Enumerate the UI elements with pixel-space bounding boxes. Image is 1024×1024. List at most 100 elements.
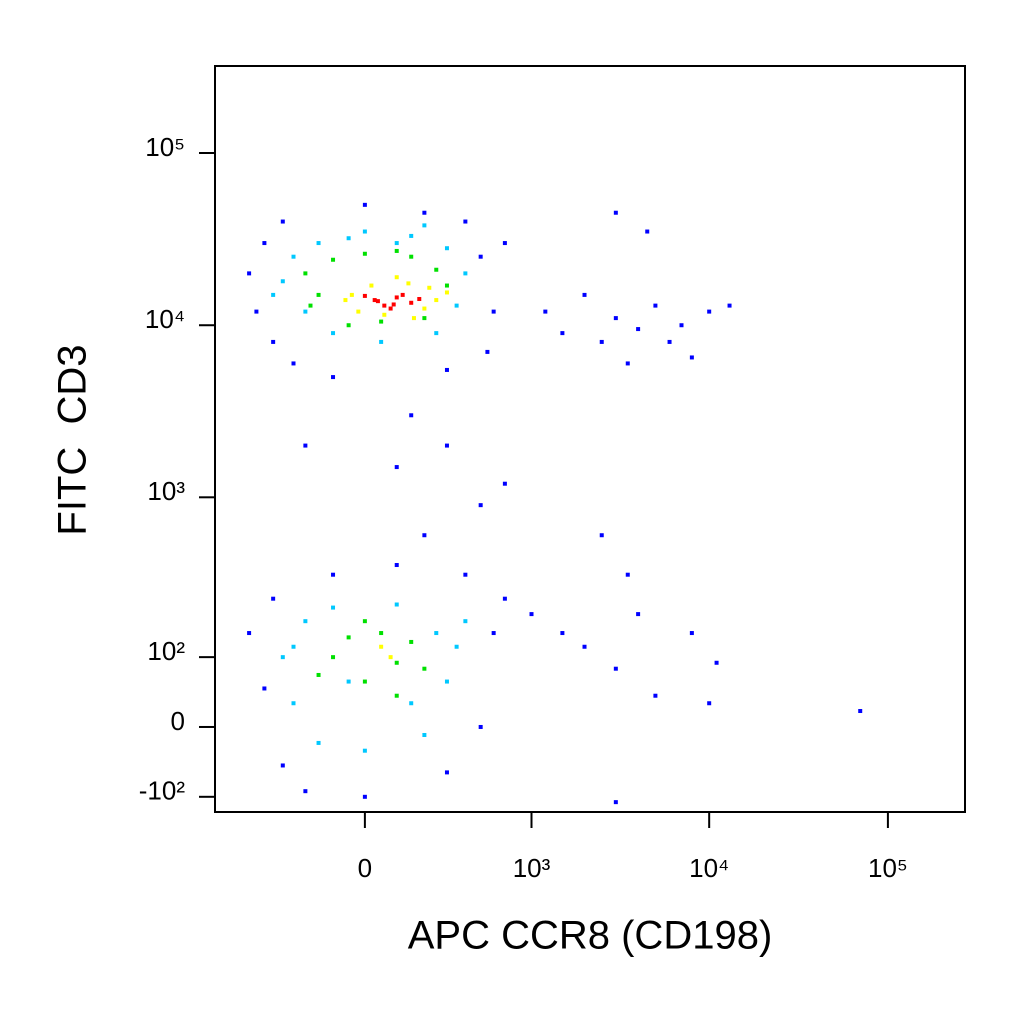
- event-dot: [463, 219, 468, 224]
- event-dot: [454, 303, 459, 308]
- event-dot: [343, 298, 348, 303]
- event-dot: [346, 236, 351, 241]
- event-dot: [422, 210, 427, 215]
- event-dot: [262, 241, 267, 246]
- event-dot: [316, 292, 321, 297]
- event-dot: [362, 794, 367, 799]
- event-dot: [454, 644, 459, 649]
- event-dot: [303, 309, 308, 314]
- event-dot: [362, 679, 367, 684]
- event-dot: [394, 275, 399, 280]
- event-dot: [280, 763, 285, 768]
- event-dot: [491, 309, 496, 314]
- event-dot: [303, 789, 308, 794]
- event-dot: [379, 339, 384, 344]
- event-dot: [346, 679, 351, 684]
- event-dot: [625, 572, 630, 577]
- y-tick-label: 10²: [147, 636, 185, 666]
- event-dot: [502, 596, 507, 601]
- event-dot: [422, 223, 427, 228]
- event-dot: [247, 631, 252, 636]
- event-dot: [582, 292, 587, 297]
- event-dot: [707, 701, 712, 706]
- event-dot: [645, 229, 650, 234]
- event-dot: [478, 503, 483, 508]
- x-tick-label: 10⁴: [689, 853, 729, 883]
- event-dot: [280, 219, 285, 224]
- event-dot: [280, 279, 285, 284]
- event-dot: [444, 367, 449, 372]
- event-dot: [625, 361, 630, 366]
- event-dot: [582, 644, 587, 649]
- event-dot: [379, 319, 384, 324]
- event-dot: [331, 257, 336, 262]
- event-dot: [858, 709, 863, 714]
- event-dot: [382, 312, 387, 317]
- event-dot: [379, 631, 384, 636]
- event-dot: [560, 331, 565, 336]
- event-dot: [346, 323, 351, 328]
- event-dot: [422, 316, 427, 321]
- event-dot: [613, 210, 618, 215]
- event-dot: [291, 254, 296, 259]
- event-dot: [422, 733, 427, 738]
- event-dot: [543, 309, 548, 314]
- event-dot: [444, 246, 449, 251]
- event-dot: [679, 323, 684, 328]
- event-dot: [689, 355, 694, 360]
- event-dot: [406, 281, 411, 286]
- event-dot: [331, 331, 336, 336]
- event-dot: [280, 655, 285, 660]
- event-dot: [382, 303, 387, 308]
- event-dot: [375, 299, 380, 304]
- event-dot: [463, 619, 468, 624]
- event-dot: [613, 666, 618, 671]
- event-dot: [409, 300, 414, 305]
- event-dot: [388, 655, 393, 660]
- event-dot: [394, 465, 399, 470]
- event-dot: [409, 639, 414, 644]
- event-dot: [362, 619, 367, 624]
- event-dot: [271, 339, 276, 344]
- event-dot: [409, 233, 414, 238]
- event-dot: [391, 302, 396, 307]
- event-dot: [291, 644, 296, 649]
- event-dot: [444, 443, 449, 448]
- event-dot: [636, 327, 641, 332]
- event-dot: [271, 292, 276, 297]
- event-dot: [291, 361, 296, 366]
- event-dot: [485, 349, 490, 354]
- event-dot: [362, 251, 367, 256]
- event-dot: [362, 229, 367, 234]
- x-tick-label: 10³: [513, 853, 551, 883]
- y-tick-label: 10⁵: [145, 132, 185, 162]
- event-dot: [394, 295, 399, 300]
- event-dot: [491, 631, 496, 636]
- x-tick-label: 0: [358, 853, 372, 883]
- event-dot: [303, 271, 308, 276]
- event-dot: [434, 331, 439, 336]
- event-dot: [422, 533, 427, 538]
- event-dot: [434, 298, 439, 303]
- event-dot: [613, 316, 618, 321]
- y-tick-label: -10²: [139, 776, 186, 806]
- event-dot: [356, 309, 361, 314]
- plot-frame: [214, 65, 966, 813]
- event-dot: [422, 306, 427, 311]
- event-dot: [316, 241, 321, 246]
- event-dot: [463, 572, 468, 577]
- event-dot: [331, 655, 336, 660]
- event-dot: [478, 724, 483, 729]
- event-dot: [362, 202, 367, 207]
- event-dot: [388, 306, 393, 311]
- event-dot: [560, 631, 565, 636]
- event-dot: [394, 241, 399, 246]
- event-dot: [434, 267, 439, 272]
- event-dot: [331, 572, 336, 577]
- event-dot: [400, 292, 405, 297]
- event-dot: [303, 443, 308, 448]
- event-dot: [653, 693, 658, 698]
- event-dot: [667, 339, 672, 344]
- event-dot: [369, 283, 374, 288]
